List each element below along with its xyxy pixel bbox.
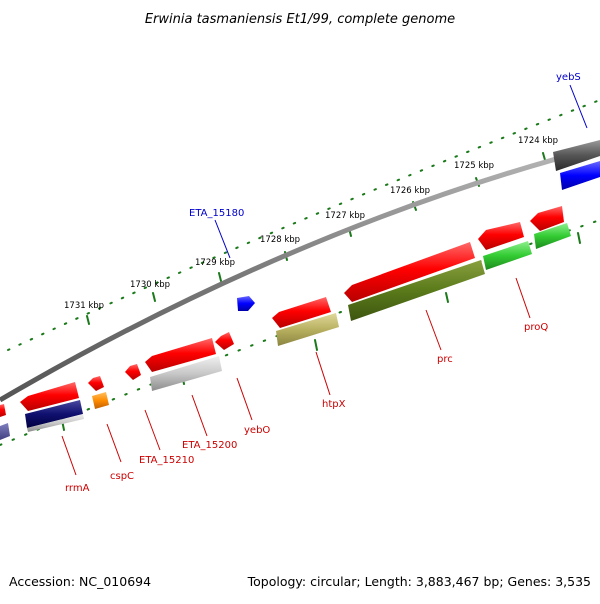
gene-label-ETA_15200[interactable]: ETA_15200 bbox=[182, 440, 237, 451]
gene-yebS-product[interactable] bbox=[560, 161, 600, 190]
gene-rrmA-cds[interactable] bbox=[20, 382, 79, 411]
leader-proQ bbox=[515, 277, 531, 319]
gene-ETA_15200-product[interactable] bbox=[150, 356, 222, 391]
gene-label-proQ[interactable]: proQ bbox=[524, 322, 548, 333]
gene-htpX-cds[interactable] bbox=[272, 297, 331, 328]
gene-label-yebS[interactable]: yebS bbox=[556, 72, 581, 83]
tick-mark bbox=[152, 292, 156, 302]
gene-prc-product[interactable] bbox=[348, 260, 485, 321]
label-leaders bbox=[61, 84, 588, 476]
topology-summary: Topology: circular; Length: 3,883,467 bp… bbox=[247, 574, 591, 589]
leader-ETA_15200 bbox=[191, 394, 208, 437]
reverse-product-row bbox=[0, 223, 571, 440]
gene-htpX-product[interactable] bbox=[276, 313, 339, 346]
gene-label-ETA_15180[interactable]: ETA_15180 bbox=[189, 208, 244, 219]
gene-proQ-cds[interactable] bbox=[530, 206, 564, 231]
gene-ETA_15210-cds[interactable] bbox=[125, 364, 141, 380]
gene-label-cspC[interactable]: cspC bbox=[110, 471, 134, 482]
gene-prc-cds[interactable] bbox=[344, 242, 475, 302]
tick-mark bbox=[577, 232, 581, 244]
gene-yebO-cds[interactable] bbox=[215, 332, 234, 350]
gene-label-yebO[interactable]: yebO bbox=[244, 425, 270, 436]
tick-label-1731: 1731 kbp bbox=[64, 301, 104, 311]
gene-edge-cds[interactable] bbox=[0, 404, 6, 417]
leader-ETA_15180 bbox=[214, 219, 231, 259]
tick-mark bbox=[542, 152, 546, 161]
leader-htpX bbox=[315, 351, 331, 396]
gene-yebS[interactable] bbox=[553, 140, 600, 190]
scale-dots bbox=[7, 99, 600, 351]
tick-mark bbox=[314, 339, 318, 351]
gene-proQ-product[interactable] bbox=[534, 223, 571, 249]
leader-yebS bbox=[569, 84, 588, 129]
tick-label-1729: 1729 kbp bbox=[195, 258, 235, 268]
leader-ETA_15210 bbox=[144, 409, 161, 451]
tick-mark bbox=[218, 272, 222, 282]
gene-label-prc[interactable]: prc bbox=[437, 354, 453, 365]
gene-rrmA-product-shadow[interactable] bbox=[27, 414, 84, 432]
leader-cspC bbox=[106, 423, 122, 463]
genome-title: Erwinia tasmaniensis Et1/99, complete ge… bbox=[145, 12, 455, 27]
tick-label-1728: 1728 kbp bbox=[260, 235, 300, 245]
gene-rrmA-product[interactable] bbox=[25, 400, 83, 428]
gene-ETA_15180[interactable] bbox=[237, 296, 255, 311]
leader-yebO bbox=[236, 377, 253, 421]
gene-cspC-product[interactable] bbox=[92, 392, 109, 409]
leader-prc bbox=[425, 309, 442, 351]
leader-rrmA bbox=[61, 435, 77, 476]
gene-label-ETA_15210[interactable]: ETA_15210 bbox=[139, 455, 194, 466]
gene-cspC-cds[interactable] bbox=[88, 376, 104, 391]
gene-label-rrmA[interactable]: rrmA bbox=[65, 483, 90, 494]
gene-prc-cds-a[interactable] bbox=[478, 222, 524, 250]
gene-label-htpX[interactable]: htpX bbox=[322, 399, 346, 410]
tick-mark bbox=[445, 292, 449, 303]
gene-edge-product[interactable] bbox=[0, 423, 10, 440]
tick-label-1726: 1726 kbp bbox=[390, 186, 430, 196]
tick-label-1727: 1727 kbp bbox=[325, 211, 365, 221]
gene-yebS-arrow[interactable] bbox=[553, 140, 600, 171]
gene-prc-product-b[interactable] bbox=[483, 241, 532, 270]
gene-ETA_15200-cds[interactable] bbox=[145, 338, 216, 372]
tick-label-1724: 1724 kbp bbox=[518, 136, 558, 146]
tick-mark bbox=[86, 315, 90, 325]
accession-label: Accession: NC_010694 bbox=[9, 574, 151, 589]
tick-label-1730: 1730 kbp bbox=[130, 280, 170, 290]
genome-backbone bbox=[0, 144, 600, 403]
reverse-cds-row bbox=[0, 206, 564, 417]
tick-label-1725: 1725 kbp bbox=[454, 161, 494, 171]
